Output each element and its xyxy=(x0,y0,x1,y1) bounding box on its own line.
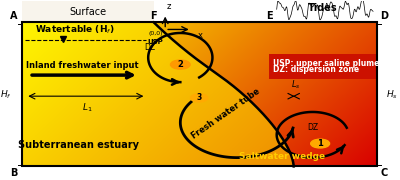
Text: z: z xyxy=(167,2,172,11)
Text: DZ: dispersion zone: DZ: dispersion zone xyxy=(273,66,359,75)
Polygon shape xyxy=(269,54,377,79)
Text: x: x xyxy=(197,31,202,40)
Text: Watertable (H$_f$): Watertable (H$_f$) xyxy=(35,23,114,36)
Text: Saltwater wedge: Saltwater wedge xyxy=(239,152,326,161)
Text: D: D xyxy=(381,11,389,21)
Text: A: A xyxy=(10,11,18,21)
Text: Inland freshwater input: Inland freshwater input xyxy=(26,61,138,70)
Text: $L_s$: $L_s$ xyxy=(291,78,300,91)
Text: Fresh water tube: Fresh water tube xyxy=(190,87,262,141)
Text: $L_1$: $L_1$ xyxy=(82,102,93,114)
Text: Subterranean estuary: Subterranean estuary xyxy=(18,140,139,150)
Polygon shape xyxy=(22,22,294,166)
Text: DZ: DZ xyxy=(144,42,156,51)
Polygon shape xyxy=(269,1,377,22)
Text: C: C xyxy=(381,168,388,178)
Text: 1: 1 xyxy=(317,139,323,148)
Text: Tides: Tides xyxy=(308,3,338,13)
Circle shape xyxy=(190,94,208,102)
Text: USP: upper saline plume: USP: upper saline plume xyxy=(273,59,379,68)
Text: 2: 2 xyxy=(177,60,183,69)
Text: $H_s$: $H_s$ xyxy=(386,88,398,101)
Text: F: F xyxy=(150,11,157,21)
Text: $H_f$: $H_f$ xyxy=(0,88,12,101)
Polygon shape xyxy=(22,1,154,22)
Text: USP: USP xyxy=(148,39,163,45)
Circle shape xyxy=(311,139,330,148)
Text: 3: 3 xyxy=(196,93,202,102)
Text: (0,0): (0,0) xyxy=(149,31,163,36)
Text: Surface: Surface xyxy=(69,7,106,17)
Text: B: B xyxy=(10,168,18,178)
Circle shape xyxy=(170,60,190,69)
Text: E: E xyxy=(266,11,272,21)
Text: DZ: DZ xyxy=(307,123,318,132)
